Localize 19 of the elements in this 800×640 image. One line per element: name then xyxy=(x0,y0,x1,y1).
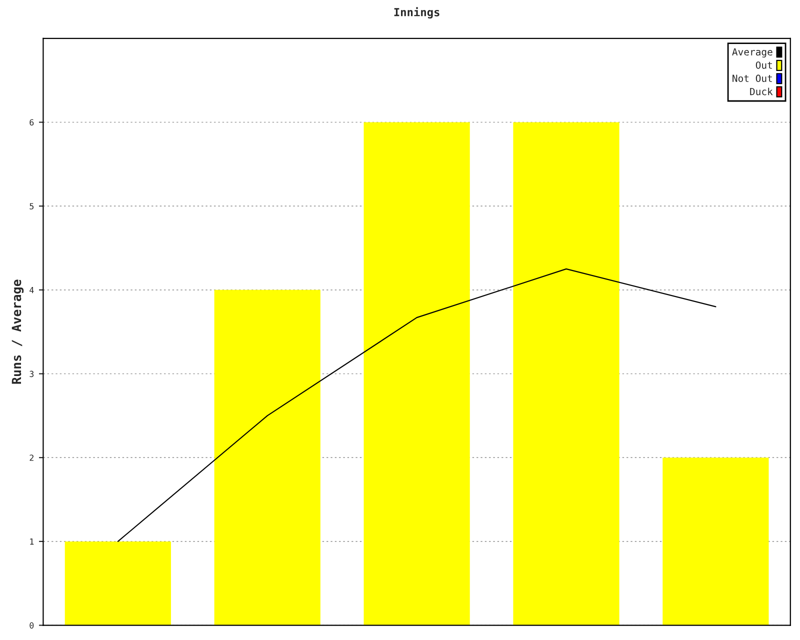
bar xyxy=(513,122,620,626)
bar xyxy=(64,541,171,626)
y-tick-label: 0 xyxy=(30,622,34,629)
chart-title: Innings xyxy=(394,7,440,18)
legend-label: Out xyxy=(756,61,772,69)
y-tick-label: 1 xyxy=(30,538,34,545)
y-tick-label: 5 xyxy=(30,203,34,210)
y-tick-label: 6 xyxy=(30,119,34,126)
line-series xyxy=(117,268,716,542)
y-tick-label: 3 xyxy=(30,370,34,378)
bar xyxy=(364,122,470,626)
legend-label: Duck xyxy=(750,88,773,96)
bar xyxy=(214,290,320,626)
y-tick-label: 4 xyxy=(30,287,34,294)
bar xyxy=(662,458,769,626)
legend-label: Not Out xyxy=(732,74,772,82)
y-axis-title: Runs / Average xyxy=(12,280,24,384)
y-tick-label: 2 xyxy=(30,454,34,461)
legend-label: Average xyxy=(732,48,772,58)
